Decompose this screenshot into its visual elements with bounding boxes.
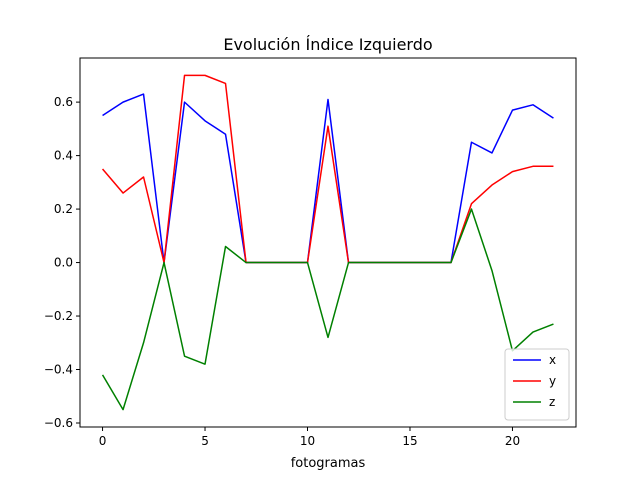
series-line-1 [101,74,554,264]
series-layer [101,74,554,411]
chart-title: Evolución Índice Izquierdo [223,35,432,54]
series-line-2 [101,208,554,411]
series-line-0 [102,93,554,264]
y-tick-label-2: −0.2 [44,309,73,323]
legend: xyz [504,348,570,421]
y-tick-label-5: 0.4 [54,149,73,163]
y-tick-label-4: 0.2 [54,202,73,216]
x-axis-label: fotogramas [291,456,366,471]
x-tick-label-2: 10 [300,434,315,448]
x-axis-ticks: 0 5 10 15 20 [99,427,520,448]
x-tick-label-4: 20 [505,434,520,448]
x-tick-label-3: 15 [402,434,417,448]
legend-label-2: z [549,395,555,409]
y-tick-label-6: 0.6 [54,95,73,109]
x-tick-label-0: 0 [99,434,107,448]
legend-label-1: y [549,374,556,388]
legend-label-0: x [549,353,556,367]
y-axis-ticks: −0.6 −0.4 −0.2 0.0 0.2 0.4 0.6 [44,95,80,430]
y-tick-label-3: 0.0 [54,256,73,270]
y-tick-label-1: −0.4 [44,363,73,377]
x-tick-label-1: 5 [201,434,209,448]
plot-area-frame [79,57,577,428]
y-tick-label-0: −0.6 [44,416,73,430]
